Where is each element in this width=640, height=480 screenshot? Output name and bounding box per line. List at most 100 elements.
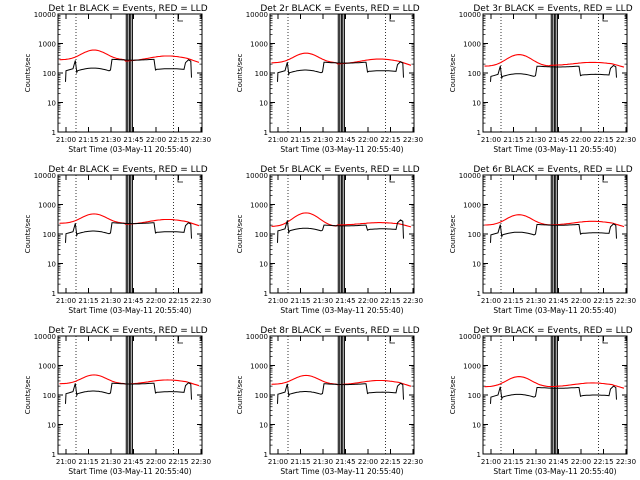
y-tick-label: 10000 [459, 333, 481, 341]
y-axis-label: Counts/sec [449, 215, 457, 254]
chart-title: Det 2r BLACK = Events, RED = LLD [260, 4, 419, 14]
chart-title: Det 6r BLACK = Events, RED = LLD [473, 165, 632, 175]
x-tick-label: 22:15 [168, 458, 188, 466]
x-tick-label: 21:15 [78, 297, 98, 305]
y-tick-label: 100 [468, 231, 481, 239]
x-axis-label: Start Time (03-May-11 20:55:40) [493, 467, 616, 476]
series-events-black [65, 382, 192, 404]
y-tick-label: 10 [259, 100, 268, 108]
x-tick-label: 21:45 [548, 297, 568, 305]
x-tick-label: 21:00 [56, 297, 76, 305]
y-axis-label: Counts/sec [236, 376, 244, 415]
y-axis-label: Counts/sec [449, 376, 457, 415]
series-events-black [65, 222, 192, 243]
chart-panel-1: Det 1r BLACK = Events, RED = LLD 1 10 100 10… [24, 4, 211, 154]
y-axis-label: Counts/sec [24, 376, 32, 415]
x-tick-label: 21:30 [313, 458, 333, 466]
y-tick-label: 1000 [38, 363, 56, 371]
x-axis-label: Start Time (03-May-11 20:55:40) [68, 306, 191, 315]
y-tick-label: 10000 [246, 172, 268, 180]
x-tick-label: 21:30 [313, 297, 333, 305]
x-tick-label: 22:30 [191, 136, 211, 144]
y-tick-label: 100 [43, 231, 56, 239]
y-tick-label: 1000 [250, 202, 268, 210]
bracket-marker [602, 175, 608, 183]
y-axis-label: Counts/sec [236, 215, 244, 254]
series-lld-red [271, 52, 412, 66]
chart-panel-3: Det 3r BLACK = Events, RED = LLD 1 10 100 10… [449, 4, 636, 154]
y-tick-label: 10 [472, 100, 481, 108]
y-tick-label: 1000 [38, 202, 56, 210]
x-tick-label: 22:30 [403, 297, 423, 305]
x-tick-label: 21:15 [290, 297, 310, 305]
plot-frame [57, 335, 203, 455]
x-axis-label: Start Time (03-May-11 20:55:40) [280, 145, 403, 154]
chart-panel-4: Det 4r BLACK = Events, RED = LLD 1 10 100 10… [24, 165, 211, 315]
x-tick-label: 22:15 [380, 297, 400, 305]
y-tick-label: 100 [255, 231, 268, 239]
x-axis-label: Start Time (03-May-11 20:55:40) [280, 467, 403, 476]
series-events-black [65, 58, 192, 82]
x-tick-label: 21:15 [290, 136, 310, 144]
x-tick-label: 21:30 [526, 458, 546, 466]
x-tick-label: 21:30 [313, 136, 333, 144]
chart-title: Det 4r BLACK = Events, RED = LLD [48, 165, 207, 175]
y-tick-label: 100 [43, 392, 56, 400]
series-lld-red [59, 49, 200, 63]
x-tick-label: 22:15 [168, 136, 188, 144]
x-tick-label: 21:45 [335, 458, 355, 466]
y-tick-label: 10000 [459, 11, 481, 19]
plot-frame [482, 13, 628, 133]
series-lld-red [484, 376, 625, 389]
x-tick-label: 22:15 [593, 136, 613, 144]
x-tick-label: 22:15 [380, 458, 400, 466]
x-tick-label: 21:45 [335, 297, 355, 305]
x-tick-label: 22:30 [616, 458, 636, 466]
x-axis-label: Start Time (03-May-11 20:55:40) [68, 467, 191, 476]
x-tick-label: 21:00 [268, 297, 288, 305]
x-tick-label: 21:45 [548, 136, 568, 144]
x-tick-label: 21:15 [503, 136, 523, 144]
chart-panel-6: Det 6r BLACK = Events, RED = LLD 1 10 100 10… [449, 165, 636, 315]
y-tick-label: 10000 [459, 172, 481, 180]
chart-panel-7: Det 7r BLACK = Events, RED = LLD 1 10 100 10… [24, 326, 211, 476]
y-tick-label: 10 [259, 261, 268, 269]
y-tick-label: 1000 [463, 41, 481, 49]
series-events-black [277, 382, 404, 404]
y-tick-label: 10000 [34, 333, 56, 341]
y-tick-label: 10000 [34, 172, 56, 180]
series-events-black [490, 223, 617, 243]
x-tick-label: 21:15 [503, 458, 523, 466]
y-tick-label: 100 [255, 392, 268, 400]
x-axis-label: Start Time (03-May-11 20:55:40) [493, 145, 616, 154]
bracket-marker [389, 336, 395, 344]
bracket-marker [602, 336, 608, 344]
y-axis-label: Counts/sec [24, 215, 32, 254]
x-tick-label: 22:30 [403, 458, 423, 466]
y-tick-label: 100 [43, 70, 56, 78]
y-tick-label: 10 [47, 422, 56, 430]
x-tick-label: 21:30 [101, 458, 121, 466]
x-tick-label: 21:45 [123, 136, 143, 144]
x-tick-label: 21:00 [481, 136, 501, 144]
x-tick-label: 22:00 [571, 297, 591, 305]
x-tick-label: 21:15 [78, 136, 98, 144]
x-tick-label: 22:30 [616, 297, 636, 305]
x-tick-label: 22:30 [191, 458, 211, 466]
plot-frame [269, 13, 415, 133]
chart-panel-5: Det 5r BLACK = Events, RED = LLD 1 10 100 10… [236, 165, 423, 315]
x-tick-label: 21:00 [268, 136, 288, 144]
y-tick-label: 1000 [463, 363, 481, 371]
y-tick-label: 1 [477, 290, 481, 298]
bracket-marker [389, 14, 395, 22]
series-events-black [277, 61, 404, 82]
x-axis-label: Start Time (03-May-11 20:55:40) [68, 145, 191, 154]
x-tick-label: 22:15 [168, 297, 188, 305]
series-events-black [277, 219, 404, 243]
x-tick-label: 22:00 [571, 136, 591, 144]
x-tick-label: 21:30 [101, 297, 121, 305]
x-tick-label: 21:00 [481, 458, 501, 466]
y-tick-label: 10 [472, 261, 481, 269]
y-tick-label: 1 [264, 129, 268, 137]
y-axis-label: Counts/sec [236, 54, 244, 93]
